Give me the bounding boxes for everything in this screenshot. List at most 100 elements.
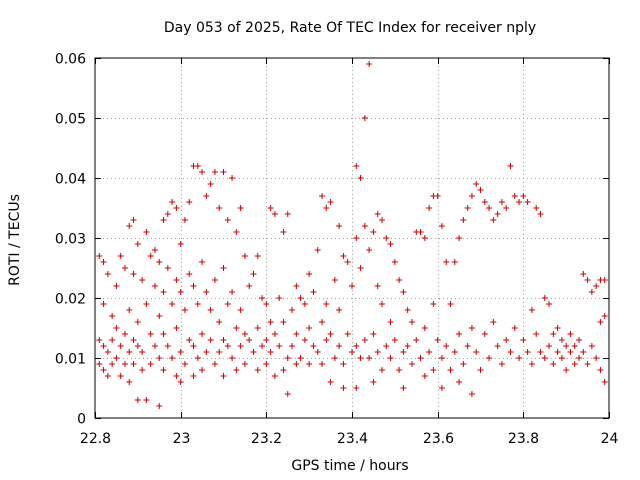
data-point	[468, 391, 475, 397]
grid-lines	[95, 58, 609, 418]
data-point	[104, 349, 111, 355]
data-point	[181, 217, 188, 223]
data-point	[220, 373, 227, 379]
x-axis-label: GPS time / hours	[291, 458, 408, 474]
data-point	[96, 337, 103, 343]
axis-ticks: 0 0.01 0.02 0.03 0.04 0.05 0.06 22.8 23 23.2 23.4 2…	[55, 52, 619, 448]
data-point	[344, 331, 351, 337]
data-point	[267, 205, 274, 211]
data-point	[327, 199, 334, 205]
data-point	[597, 319, 604, 325]
data-point	[528, 307, 535, 313]
data-point	[460, 361, 467, 367]
data-point	[434, 337, 441, 343]
data-point	[177, 349, 184, 355]
data-point	[199, 169, 206, 175]
data-point	[177, 379, 184, 385]
data-point	[181, 307, 188, 313]
data-point	[554, 325, 561, 331]
data-point	[430, 367, 437, 373]
data-point	[100, 343, 107, 349]
data-point	[306, 271, 313, 277]
data-point	[546, 301, 553, 307]
data-point	[601, 379, 608, 385]
data-point	[438, 355, 445, 361]
data-point	[366, 61, 373, 67]
data-point	[391, 259, 398, 265]
data-point	[494, 343, 501, 349]
data-point	[438, 385, 445, 391]
data-point	[241, 253, 248, 259]
data-point	[404, 343, 411, 349]
data-point	[426, 205, 433, 211]
data-point	[507, 163, 514, 169]
data-point	[456, 331, 463, 337]
data-point	[306, 325, 313, 331]
data-point	[438, 223, 445, 229]
data-point	[121, 361, 128, 367]
data-point	[340, 253, 347, 259]
data-point	[109, 337, 116, 343]
data-point	[284, 391, 291, 397]
data-point	[301, 301, 308, 307]
data-point	[160, 331, 167, 337]
data-point	[554, 349, 561, 355]
data-point	[207, 307, 214, 313]
data-point	[366, 247, 373, 253]
data-point	[541, 355, 548, 361]
data-point	[259, 295, 266, 301]
data-point	[524, 199, 531, 205]
data-point	[173, 205, 180, 211]
data-point	[593, 355, 600, 361]
data-point	[151, 247, 158, 253]
data-point	[169, 355, 176, 361]
data-point	[130, 217, 137, 223]
y-tick-label: 0.03	[55, 232, 86, 248]
data-point	[498, 361, 505, 367]
data-point	[447, 367, 454, 373]
data-point	[100, 259, 107, 265]
data-point	[177, 289, 184, 295]
data-point	[357, 175, 364, 181]
data-point	[224, 343, 231, 349]
data-point	[370, 331, 377, 337]
data-point	[340, 385, 347, 391]
data-point	[96, 361, 103, 367]
data-point	[524, 349, 531, 355]
y-tick-label: 0.01	[55, 352, 86, 368]
data-point	[490, 217, 497, 223]
data-point	[169, 301, 176, 307]
y-tick-label: 0.04	[55, 172, 86, 188]
data-point	[314, 349, 321, 355]
data-point	[164, 211, 171, 217]
data-point	[293, 361, 300, 367]
data-point	[314, 247, 321, 253]
data-point	[370, 379, 377, 385]
data-point	[199, 259, 206, 265]
data-point	[254, 253, 261, 259]
data-point	[357, 265, 364, 271]
data-point	[126, 307, 133, 313]
data-point	[417, 229, 424, 235]
data-point	[323, 205, 330, 211]
data-point	[400, 385, 407, 391]
data-point	[263, 337, 270, 343]
data-point	[430, 301, 437, 307]
data-point	[516, 355, 523, 361]
data-point	[486, 205, 493, 211]
data-point	[481, 199, 488, 205]
data-point	[241, 361, 248, 367]
data-point	[276, 295, 283, 301]
data-point	[473, 349, 480, 355]
data-point	[293, 331, 300, 337]
data-point	[220, 265, 227, 271]
data-point	[164, 265, 171, 271]
data-points	[96, 61, 608, 409]
data-point	[421, 235, 428, 241]
data-point	[207, 337, 214, 343]
data-point	[259, 343, 266, 349]
data-point	[323, 337, 330, 343]
data-point	[507, 349, 514, 355]
data-point	[229, 289, 236, 295]
data-point	[271, 373, 278, 379]
